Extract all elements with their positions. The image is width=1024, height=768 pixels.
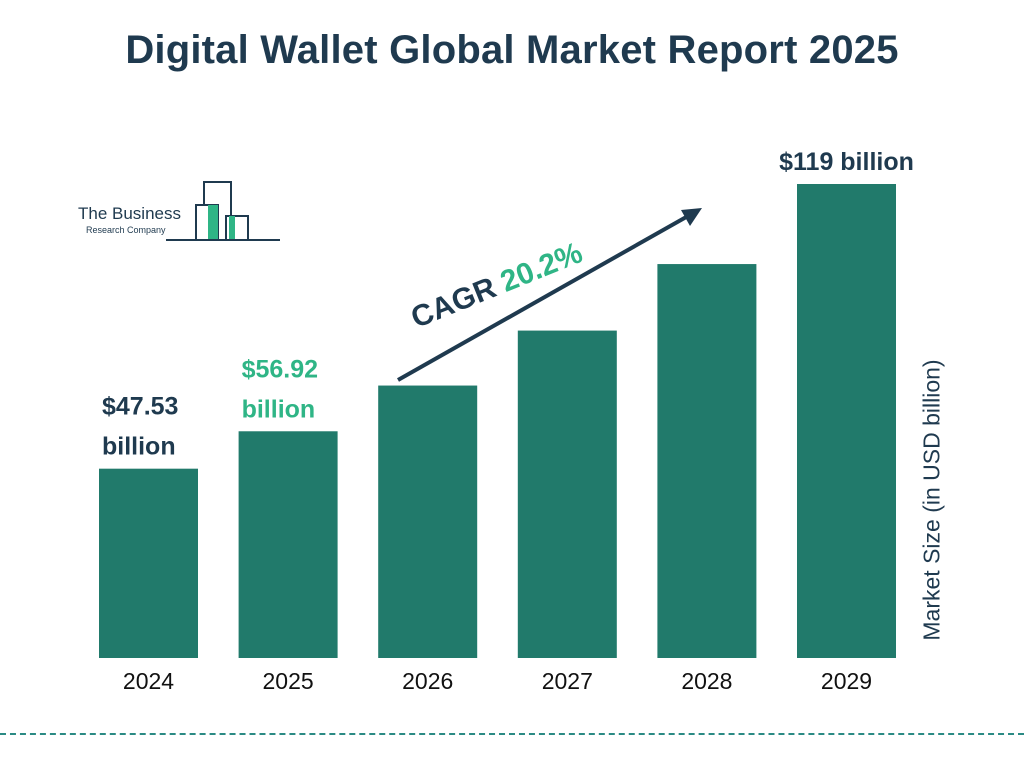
data-label: $119 billion	[779, 148, 914, 176]
data-label: billion	[242, 395, 316, 423]
bar-2028	[657, 264, 757, 658]
x-tick-label: 2025	[263, 668, 314, 694]
data-label: $56.92	[242, 355, 318, 383]
x-tick-label: 2026	[402, 668, 453, 694]
cagr-arrow-line	[397, 214, 689, 382]
bar-2029	[797, 184, 896, 658]
logo-text-line1: The Business	[78, 204, 181, 223]
buildings-logo-icon	[166, 181, 280, 241]
bar-2026	[378, 385, 478, 658]
data-label: billion	[102, 433, 176, 461]
dashed-divider	[0, 733, 1024, 735]
page-title: Digital Wallet Global Market Report 2025	[125, 28, 899, 72]
bar-2025	[238, 431, 338, 658]
x-tick-label: 2027	[542, 668, 593, 694]
cagr-arrow-head-icon	[681, 208, 702, 226]
x-tick-label: 2024	[123, 668, 174, 694]
x-tick-label: 2028	[681, 668, 732, 694]
y-axis-label: Market Size (in USD billion)	[918, 359, 945, 641]
data-label: $47.53	[102, 393, 178, 421]
logo-text-line2: Research Company	[86, 225, 166, 235]
bar-2024	[99, 468, 198, 658]
x-tick-label: 2029	[821, 668, 872, 694]
bar-2027	[517, 330, 617, 658]
company-logo: The Business Research Company	[76, 178, 286, 248]
